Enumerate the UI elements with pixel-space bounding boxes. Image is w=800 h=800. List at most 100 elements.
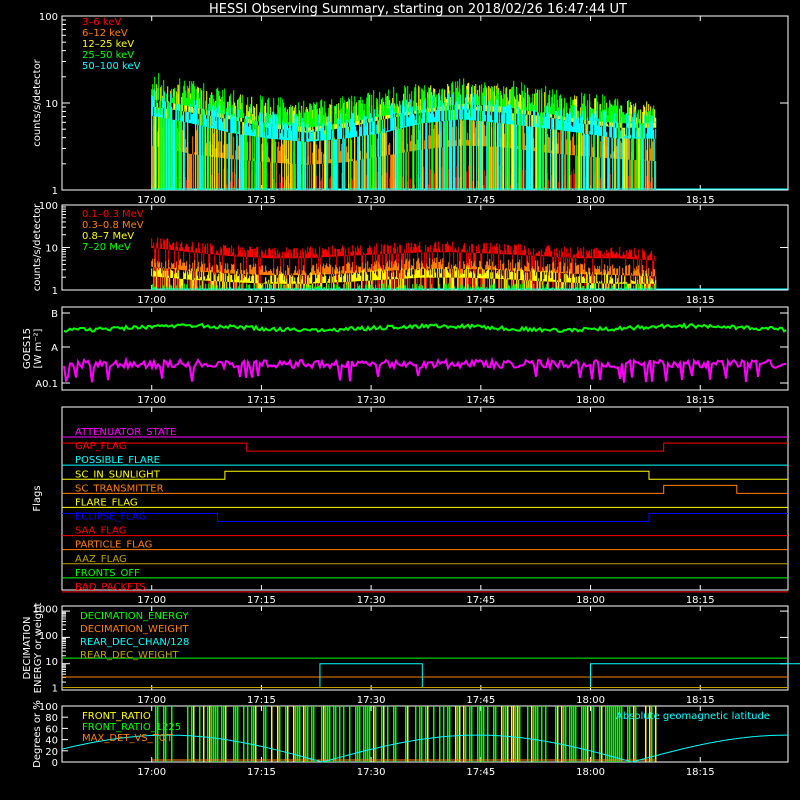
legend-ratio-3: Absolute geomagnetic latitude <box>616 711 770 722</box>
legend-ratio-2: MAX_DET_VS_TOT <box>82 733 174 744</box>
panel-goes-xtick-label: 18:15 <box>686 395 715 406</box>
flag-line-4 <box>62 484 788 494</box>
legend-panel-decimation-3: REAR_DEC_WEIGHT <box>80 650 179 661</box>
legend-panel-decimation-1: DECIMATION_WEIGHT <box>80 624 189 635</box>
panel-ratio-xtick-label: 17:45 <box>466 767 495 778</box>
y-axis-label: counts/s/detector <box>32 203 43 291</box>
panel-hxr-xtick-label: 18:00 <box>576 195 605 206</box>
flag-label-6: ECLIPSE_FLAG <box>75 512 146 523</box>
panel-ratio-xtick-label: 17:30 <box>357 767 386 778</box>
panel-flags-xtick-label: 17:15 <box>247 595 276 606</box>
panel-decimation-ytick-label: 10 <box>45 657 58 668</box>
panel-decimation-xtick-label: 18:00 <box>576 695 605 706</box>
panel-goes-xtick-label: 17:45 <box>466 395 495 406</box>
panel-hxr-xtick-label: 17:15 <box>247 195 276 206</box>
panel-flags-xtick-label: 18:15 <box>686 595 715 606</box>
flag-label-9: AAZ_FLAG <box>75 554 127 565</box>
series-panel-gamma-2 <box>151 266 657 290</box>
panel-goes-ytick-label: A0.1 <box>35 379 58 390</box>
panel-gamma-ytick-label: 100 <box>39 201 58 212</box>
y-axis-label: Flags <box>32 485 43 511</box>
panel-goes-ytick-label: A <box>51 343 58 354</box>
y-axis-label: GOES15 <box>22 328 33 369</box>
flag-label-2: POSSIBLE_FLARE <box>75 455 160 466</box>
y-axis-label: Degrees or % <box>32 700 43 768</box>
panel-gamma-ytick-label: 1 <box>52 286 58 297</box>
legend-panel-gamma-1: 0.3–0.8 MeV <box>82 220 144 231</box>
panel-decimation-xtick-label: 17:15 <box>247 695 276 706</box>
panel-gamma-xtick-label: 17:15 <box>247 295 276 306</box>
panel-decimation-ytick-label: 100 <box>39 631 58 642</box>
flag-label-5: FLARE_FLAG <box>75 497 138 508</box>
panel-hxr-ytick-label: 10 <box>45 99 58 110</box>
panel-decimation-ytick-label: 1000 <box>33 605 58 616</box>
series-goes-long <box>63 322 787 333</box>
flag-line-1 <box>62 442 788 452</box>
series-panel-gamma-trace <box>151 266 657 290</box>
series-dec-2-step <box>590 663 800 688</box>
flag-line-3 <box>62 470 788 480</box>
series-dec-2-step <box>319 663 423 688</box>
panel-flags-frame <box>61 406 789 591</box>
flag-label-7: SAA_FLAG <box>75 526 126 537</box>
panel-hxr-xtick-label: 17:00 <box>137 195 166 206</box>
flag-line-6 <box>62 513 788 522</box>
legend-panel-hxr-3: 25–50 keV <box>82 50 134 61</box>
panel-goes-xtick-label: 18:00 <box>576 395 605 406</box>
panel-ratio-xtick-label: 17:15 <box>247 767 276 778</box>
panel-ratio-xtick-label: 18:00 <box>576 767 605 778</box>
panel-gamma-xtick-label: 18:15 <box>686 295 715 306</box>
panel-ratio-ytick-label: 80 <box>45 713 58 724</box>
y-axis-label-2: ENERGY or weight <box>33 603 44 694</box>
y-axis-label: counts/s/detector <box>32 58 43 146</box>
legend-panel-hxr-1: 6–12 keV <box>82 28 128 39</box>
flag-label-0: ATTENUATOR_STATE <box>75 427 176 438</box>
flag-label-11: BAD_PACKETS <box>75 582 146 593</box>
legend-panel-gamma-0: 0.1–0.3 MeV <box>82 209 144 220</box>
panel-gamma-xtick-label: 17:00 <box>137 295 166 306</box>
panel-decimation-xtick-label: 17:45 <box>466 695 495 706</box>
y-axis-label: DECIMATION <box>22 616 33 679</box>
flag-label-8: PARTICLE_FLAG <box>75 540 152 551</box>
flag-label-4: SC_TRANSMITTER <box>75 483 164 494</box>
panel-ratio-xtick-label: 18:15 <box>686 767 715 778</box>
panel-flags-xtick-label: 17:30 <box>357 595 386 606</box>
panel-flags-xtick-label: 17:45 <box>466 595 495 606</box>
panel-goes-ytick-label: B <box>51 309 58 320</box>
panel-gamma-xtick-label: 17:30 <box>357 295 386 306</box>
panel-hxr-xtick-label: 17:45 <box>466 195 495 206</box>
flag-label-1: GAP_FLAG <box>75 441 127 452</box>
panel-goes-xtick-label: 17:15 <box>247 395 276 406</box>
panel-gamma-ytick-label: 10 <box>45 244 58 255</box>
legend-panel-decimation-0: DECIMATION_ENERGY <box>80 611 189 622</box>
legend-panel-decimation-2: REAR_DEC_CHAN/128 <box>80 637 189 648</box>
panel-hxr-ytick-label: 100 <box>39 12 58 23</box>
legend-panel-hxr-2: 12–25 keV <box>82 39 134 50</box>
panel-decimation-xtick-label: 17:30 <box>357 695 386 706</box>
legend-panel-hxr-0: 3–6 keV <box>82 17 121 28</box>
panel-gamma-xtick-label: 17:45 <box>466 295 495 306</box>
series-latitude <box>61 734 788 763</box>
panel-ratio-ytick-label: 60 <box>45 724 58 735</box>
legend-ratio-1: FRONT_RATIO_1225 <box>82 722 181 733</box>
panel-decimation-xtick-label: 17:00 <box>137 695 166 706</box>
series-goes-short <box>63 356 787 385</box>
panel-hxr-xtick-label: 17:30 <box>357 195 386 206</box>
panel-hxr-ytick-label: 1 <box>52 186 58 197</box>
panel-ratio-ytick-label: 40 <box>45 736 58 747</box>
panel-goes-xtick-label: 17:30 <box>357 395 386 406</box>
legend-panel-hxr-4: 50–100 keV <box>82 61 141 72</box>
panel-flags-xtick-label: 18:00 <box>576 595 605 606</box>
panel-ratio-xtick-label: 17:00 <box>137 767 166 778</box>
panel-ratio-ytick-label: 20 <box>45 747 58 758</box>
y-axis-label-2: [W m⁻²] <box>33 328 44 368</box>
legend-panel-gamma-2: 0.8–7 MeV <box>82 231 134 242</box>
panel-gamma-xtick-label: 18:00 <box>576 295 605 306</box>
panel-ratio-ytick-label: 0 <box>52 758 58 769</box>
panel-hxr-xtick-label: 18:15 <box>686 195 715 206</box>
legend-panel-gamma-3: 7–20 MeV <box>82 242 131 253</box>
panel-decimation-ytick-label: 1 <box>52 683 58 694</box>
panel-goes-frame <box>61 306 789 391</box>
panel-flags-xtick-label: 17:00 <box>137 595 166 606</box>
